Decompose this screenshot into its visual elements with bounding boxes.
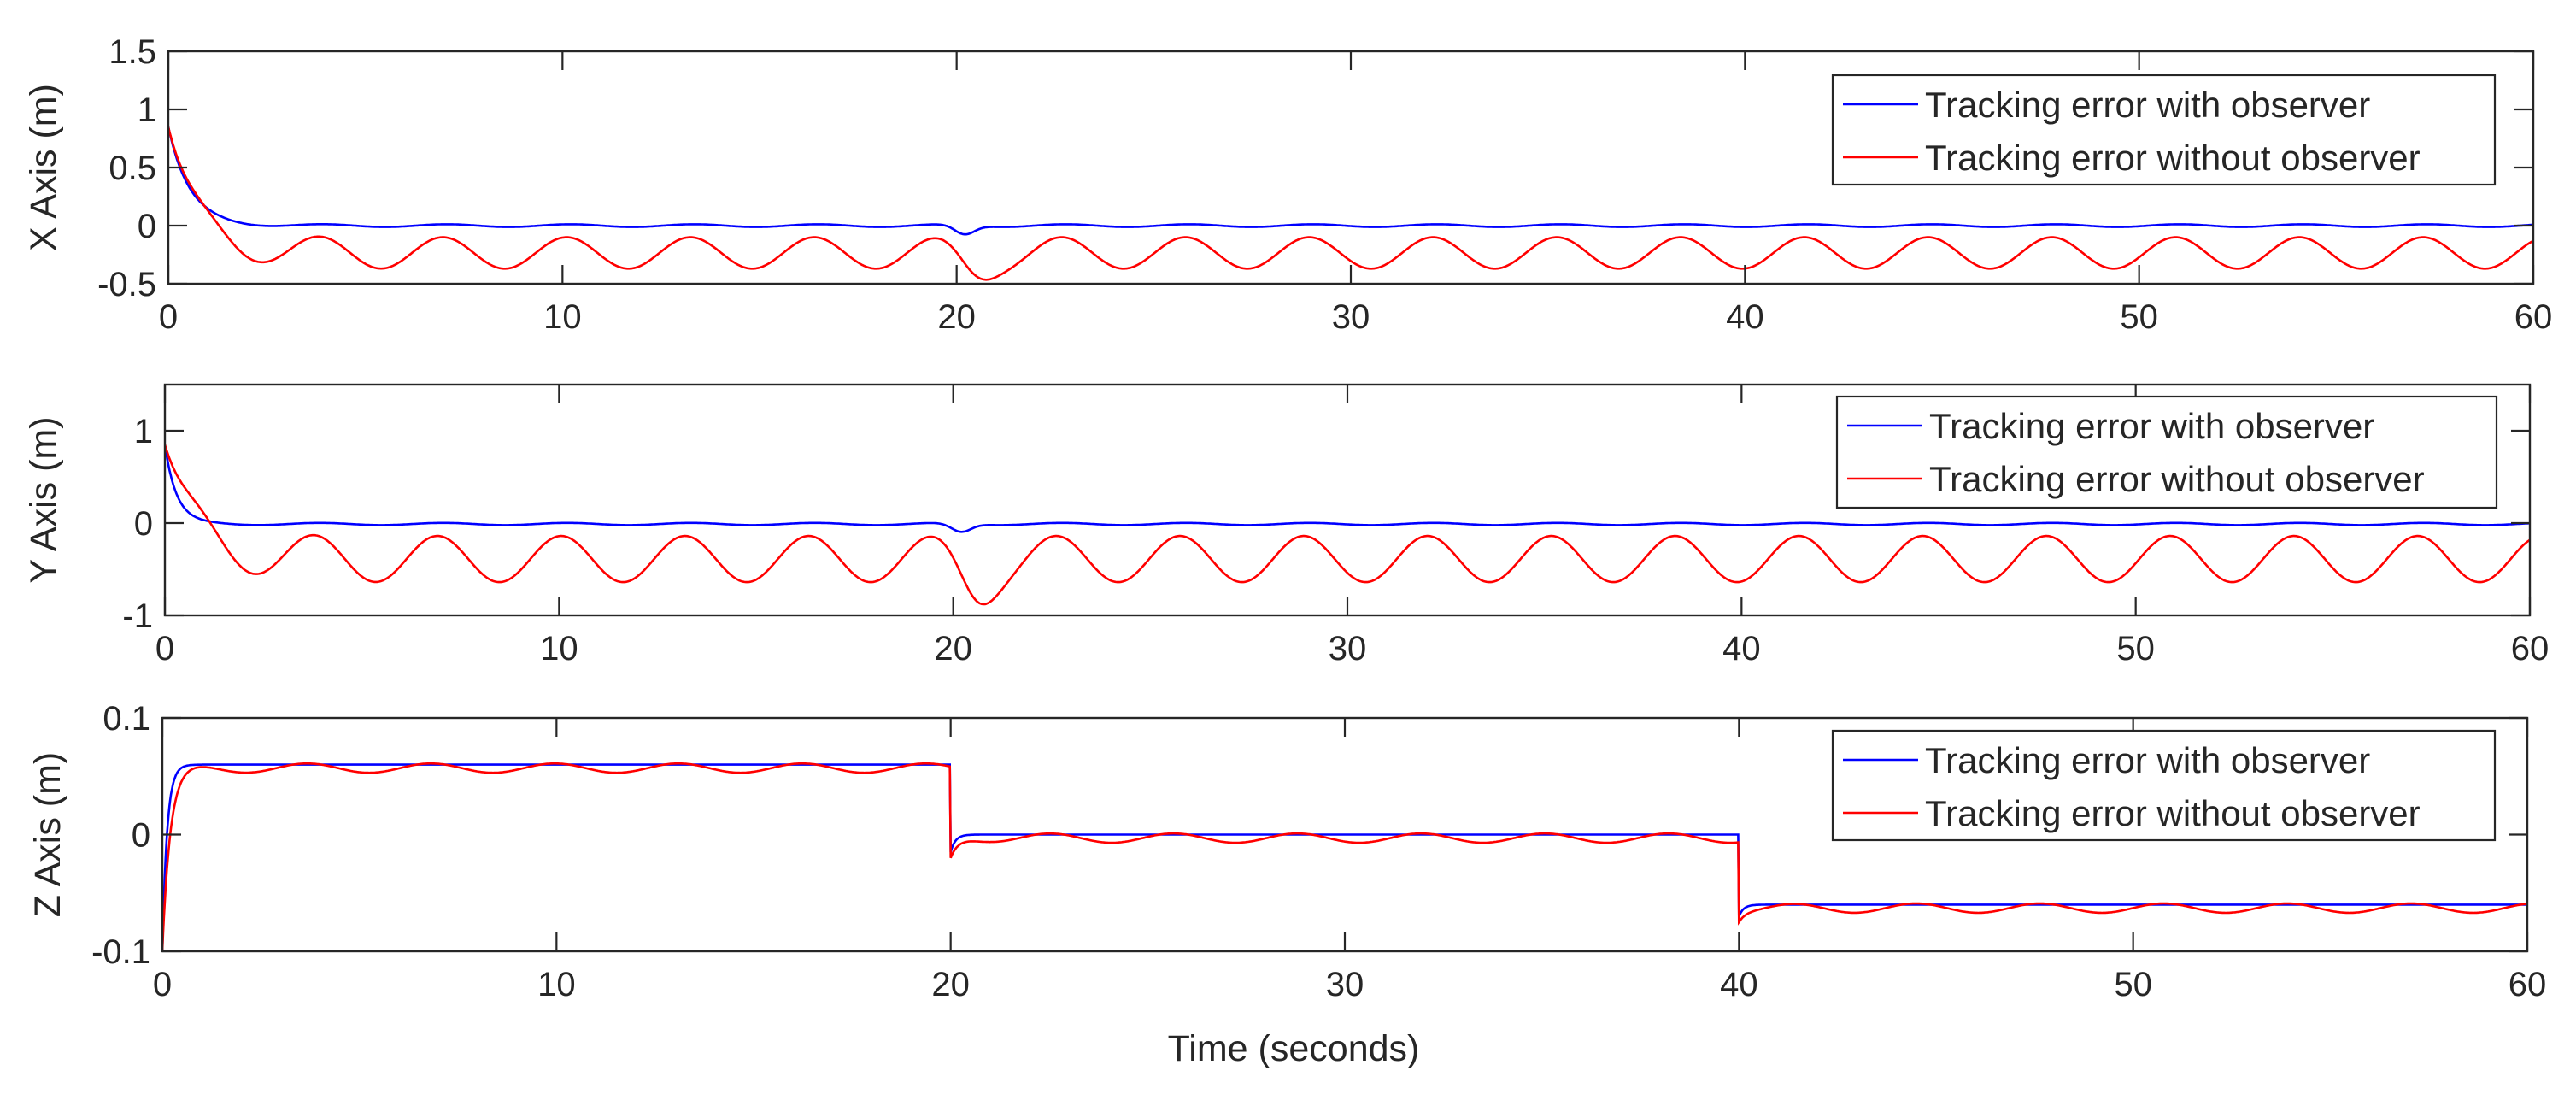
y-tick-label: 0 — [132, 817, 150, 855]
x-tick-label: 50 — [2120, 298, 2158, 336]
x-tick-label: 20 — [931, 966, 970, 1003]
x-tick-label: 0 — [159, 298, 178, 336]
y-tick-label: 0 — [134, 505, 153, 543]
panel-z: 0 10 20 30 40 50 60-0.100.1Z Axis (m)Time (sec… — [27, 700, 2546, 1069]
x-tick-label: 20 — [934, 630, 972, 668]
legend-label: Tracking error without observer — [1925, 793, 2421, 833]
x-tick-label: 40 — [1720, 966, 1758, 1003]
y-tick-label: 1 — [134, 413, 153, 450]
x-tick-label: 10 — [543, 298, 582, 336]
x-tick-label: 10 — [537, 966, 576, 1003]
panel-x: 0 10 20 30 40 50 60-0.500.511.5X Axis (m) Track… — [23, 33, 2552, 336]
legend-box — [1831, 729, 2497, 842]
x-tick-label: 30 — [1329, 630, 1367, 668]
y-tick-label: 1.5 — [109, 33, 156, 71]
y-tick-label: 0 — [138, 208, 156, 245]
legend-label: Tracking error with observer — [1925, 85, 2370, 125]
x-tick-label: 30 — [1332, 298, 1370, 336]
y-axis-label: Z Axis (m) — [27, 752, 68, 917]
series-line-without-observer — [162, 762, 2527, 951]
series-line-without-observer — [165, 444, 2530, 606]
x-tick-label: 30 — [1326, 966, 1364, 1003]
legend: Tracking error with observer Tracking err… — [1831, 729, 2497, 842]
legend: Tracking error with observer Tracking err… — [1835, 395, 2498, 509]
x-tick-label: 40 — [1726, 298, 1764, 336]
y-tick-label: -0.1 — [91, 933, 150, 971]
series-line-with-observer — [165, 444, 2530, 533]
legend: Tracking error with observer Tracking err… — [1831, 74, 2497, 186]
y-tick-label: -0.5 — [97, 266, 156, 303]
x-tick-label: 60 — [2514, 298, 2553, 336]
x-axis-label: Time (seconds) — [1168, 1028, 1420, 1069]
legend-label: Tracking error without observer — [1929, 459, 2425, 499]
x-tick-label: 40 — [1722, 630, 1761, 668]
legend-label: Tracking error with observer — [1925, 740, 2370, 780]
legend-label: Tracking error without observer — [1925, 138, 2421, 178]
y-axis-label: Y Axis (m) — [23, 416, 64, 583]
x-tick-label: 0 — [155, 630, 174, 668]
series-line-without-observer — [168, 126, 2533, 281]
y-tick-label: 1 — [138, 91, 156, 129]
legend-label: Tracking error with observer — [1929, 406, 2374, 446]
x-tick-label: 50 — [2114, 966, 2152, 1003]
x-tick-label: 0 — [153, 966, 172, 1003]
legend-box — [1831, 74, 2497, 186]
x-tick-label: 60 — [2511, 630, 2550, 668]
series-line-with-observer — [168, 126, 2533, 236]
y-tick-label: 0.5 — [109, 150, 156, 187]
x-tick-label: 20 — [937, 298, 976, 336]
x-tick-label: 60 — [2509, 966, 2547, 1003]
y-tick-label: -1 — [122, 597, 153, 635]
y-tick-label: 0.1 — [103, 700, 150, 738]
x-tick-label: 50 — [2116, 630, 2155, 668]
x-tick-label: 10 — [540, 630, 578, 668]
legend-box — [1835, 395, 2498, 509]
y-axis-label: X Axis (m) — [23, 84, 64, 251]
